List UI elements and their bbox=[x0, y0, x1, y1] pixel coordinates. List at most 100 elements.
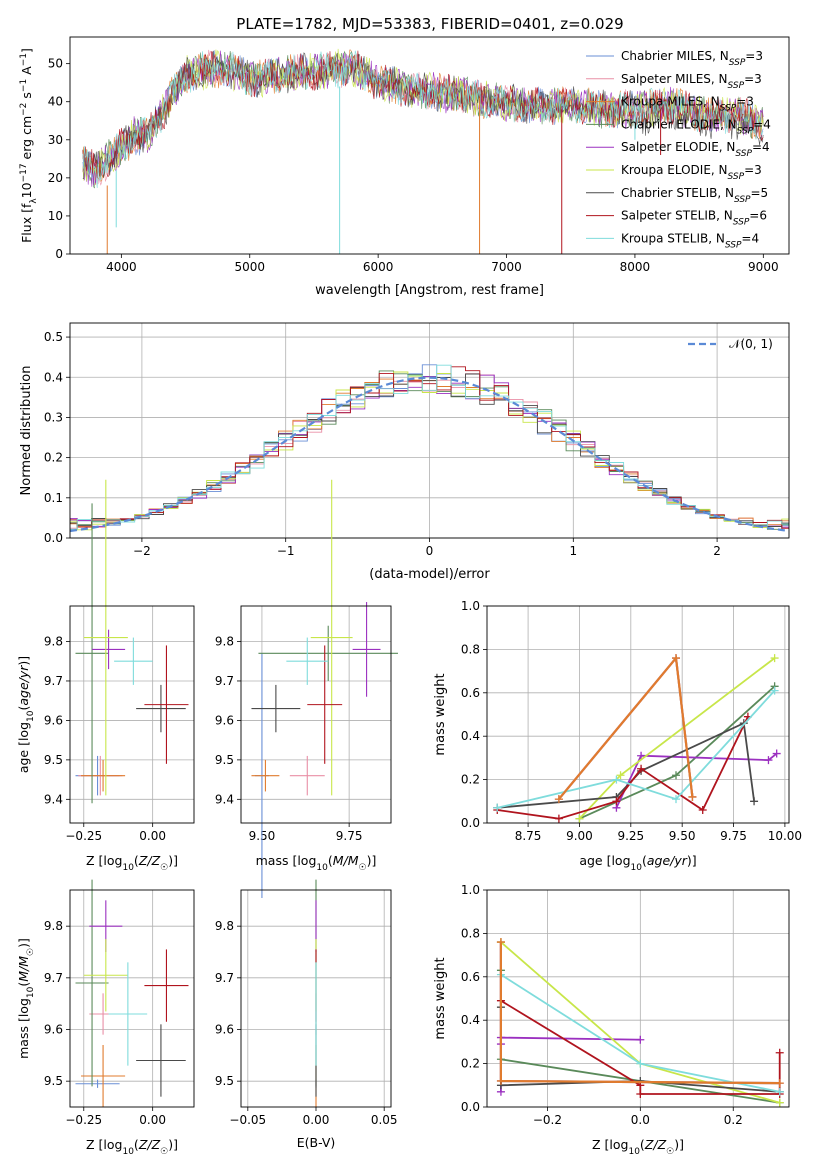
y-tick-label: 0 bbox=[55, 247, 63, 261]
legend-label-chab_miles: Chabrier MILES, NSSP=3 bbox=[621, 49, 763, 68]
y-tick-label: 9.5 bbox=[215, 753, 234, 767]
weight-marker-krou_miles bbox=[775, 1079, 784, 1088]
weight-marker-krou_elodie bbox=[575, 814, 584, 823]
label-part: −17 bbox=[19, 163, 29, 182]
label-part: M/M bbox=[16, 956, 31, 982]
y-tick-label: 0.0 bbox=[461, 1100, 480, 1114]
weight-line-salp_stelib bbox=[497, 716, 749, 820]
weight-marker-salp_elodie bbox=[636, 1035, 645, 1044]
axes-mass_vs_EBV: −0.05 0.00 0.05 9.5 9.6 9.7 9.8 bbox=[215, 890, 398, 1127]
label-part: A bbox=[19, 66, 34, 79]
x-tick-label: 8000 bbox=[620, 260, 651, 274]
label-part: 10 bbox=[122, 1147, 134, 1157]
errorbar-plot-mass_vs_Z bbox=[75, 879, 189, 1107]
y-tick-label: 0.0 bbox=[44, 531, 63, 545]
weight-marker-krou_stelib bbox=[672, 795, 681, 804]
label-part: 𝒩(0, 1) bbox=[729, 337, 773, 351]
label-part: Salpeter ELODIE, N bbox=[621, 140, 735, 154]
x-tick-label: 5000 bbox=[234, 260, 265, 274]
label-part: SSP bbox=[734, 195, 751, 205]
x-tick-label: 7000 bbox=[491, 260, 522, 274]
x-tick-label: 0.00 bbox=[139, 1113, 166, 1127]
label-part: )] bbox=[16, 938, 31, 948]
x-tick-label: 9.75 bbox=[720, 829, 747, 843]
weight-marker-salp_stelib bbox=[612, 797, 621, 806]
weight-marker-krou_miles bbox=[688, 792, 697, 801]
y-tick-label: 9.6 bbox=[44, 713, 63, 727]
ebv-xlabel: E(B-V) bbox=[297, 1135, 336, 1150]
label-part: ☉ bbox=[666, 1147, 674, 1157]
label-part: SSP bbox=[735, 149, 752, 159]
label-part: =4 bbox=[741, 231, 759, 245]
weight-marker-krou_stelib bbox=[770, 686, 779, 695]
label-part: Z/Z bbox=[138, 1137, 161, 1152]
y-tick-label: 0.4 bbox=[44, 370, 63, 384]
label-part: ( bbox=[16, 982, 31, 987]
weight-marker-krou_stelib bbox=[775, 1087, 784, 1096]
x-tick-label: 0.0 bbox=[631, 1113, 650, 1127]
y-tick-label: 9.8 bbox=[215, 919, 234, 933]
weight-marker-krou_miles bbox=[496, 1076, 505, 1085]
y-tick-label: 0.6 bbox=[461, 686, 480, 700]
y-tick-label: 9.6 bbox=[215, 713, 234, 727]
y-tick-label: 0.8 bbox=[461, 926, 480, 940]
label-part: age [log bbox=[16, 722, 31, 773]
y-tick-label: 9.4 bbox=[44, 792, 63, 806]
x-tick-label: 10.00 bbox=[768, 829, 802, 843]
errorbar-plot-age_vs_Z bbox=[75, 479, 189, 804]
z-xlabel: Z [log10(Z/Z☉)] bbox=[86, 853, 178, 873]
legend-label-krou_elodie: Kroupa ELODIE, NSSP=3 bbox=[621, 163, 762, 182]
label-part: =3 bbox=[736, 95, 754, 109]
label-part: mass [log bbox=[256, 853, 317, 868]
y-tick-label: 9.6 bbox=[215, 1023, 234, 1037]
label-part: =6 bbox=[749, 209, 767, 223]
label-part: 10 bbox=[19, 182, 34, 198]
legend-label-chab_stelib: Chabrier STELIB, NSSP=5 bbox=[621, 186, 768, 205]
legend-label-chab_elodie: Chabrier ELODIE, NSSP=4 bbox=[621, 117, 771, 136]
label-part: ( bbox=[640, 1137, 645, 1152]
y-tick-label: 0.6 bbox=[461, 970, 480, 984]
y-tick-label: 9.7 bbox=[215, 674, 234, 688]
label-part: 10 bbox=[26, 710, 36, 722]
label-part: =4 bbox=[753, 117, 771, 131]
label-part: SSP bbox=[737, 126, 754, 136]
label-part: Salpeter MILES, N bbox=[621, 72, 728, 86]
axes-frame bbox=[240, 889, 392, 1108]
y-tick-label: 9.7 bbox=[44, 674, 63, 688]
label-part: SSP bbox=[733, 218, 750, 228]
label-part: 10 bbox=[316, 863, 328, 873]
y-tick-label: 9.7 bbox=[44, 971, 63, 985]
label-part: SSP bbox=[725, 240, 742, 250]
weight-marker-salp_stelib bbox=[775, 1048, 784, 1057]
weight-marker-krou_miles bbox=[496, 938, 505, 947]
label-part: )] bbox=[674, 1137, 684, 1152]
y-tick-label: 9.6 bbox=[44, 1023, 63, 1037]
axes-frame bbox=[69, 36, 790, 255]
axes-residuals: −2 −1 0 1 2 0.0 0.1 0.2 0.3 0.4 0.5 bbox=[44, 323, 789, 558]
weight-line-chab_miles bbox=[558, 655, 694, 800]
label-part: erg cm bbox=[19, 116, 34, 164]
x-tick-label: −0.25 bbox=[65, 829, 102, 843]
x-tick-label: 9000 bbox=[748, 260, 779, 274]
y-tick-label: 50 bbox=[48, 57, 63, 71]
y-tick-label: 10 bbox=[48, 209, 63, 223]
label-part: )] bbox=[168, 853, 178, 868]
gaussian-curve bbox=[69, 376, 790, 533]
x-tick-label: 9.50 bbox=[669, 829, 696, 843]
y-tick-label: 20 bbox=[48, 171, 63, 185]
y-tick-label: 0.8 bbox=[461, 642, 480, 656]
axes-frame bbox=[69, 605, 195, 824]
x-tick-label: 0.00 bbox=[139, 829, 166, 843]
weight-plot-weight_vs_Z bbox=[496, 938, 784, 1107]
y-tick-label: 0.4 bbox=[461, 1013, 480, 1027]
label-part: λ bbox=[29, 198, 39, 204]
x-tick-label: −0.2 bbox=[533, 1113, 562, 1127]
y-tick-label: 0.0 bbox=[461, 816, 480, 830]
weight-xlabel-weight_vs_Z: Z [log10(Z/Z☉)] bbox=[592, 1137, 684, 1157]
x-tick-label: −1 bbox=[277, 544, 295, 558]
label-part: ☉ bbox=[26, 948, 36, 956]
label-part: Kroupa MILES, N bbox=[621, 95, 720, 109]
legend-label-krou_stelib: Kroupa STELIB, NSSP=4 bbox=[621, 231, 759, 250]
label-part: =3 bbox=[744, 72, 762, 86]
